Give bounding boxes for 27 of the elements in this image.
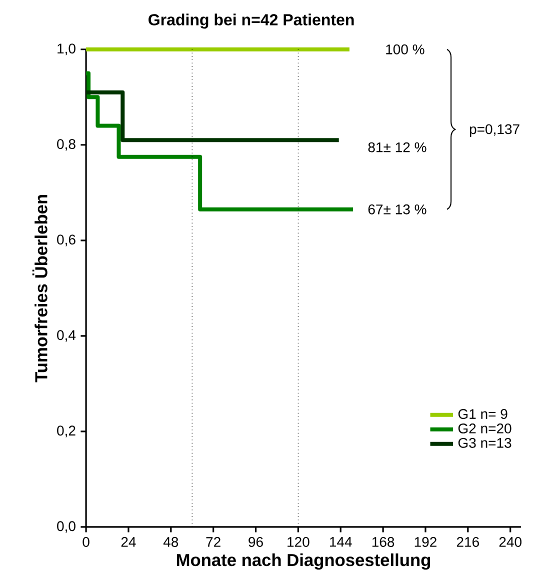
x-tick-label: 120 [288, 537, 310, 547]
x-tick-label: 192 [414, 537, 436, 547]
legend-label: G3 n=13 [458, 438, 512, 448]
legend-label: G2 n=20 [458, 424, 512, 434]
legend-label: G1 n= 9 [458, 409, 508, 419]
x-tick-label: 216 [456, 537, 479, 547]
x-tick-label: 0 [82, 537, 90, 547]
y-tick-label: 0,8 [57, 139, 76, 151]
x-axis-title: Monate nach Diagnosestellung [176, 553, 430, 570]
x-tick-label: 48 [163, 537, 178, 547]
x-tick-label: 240 [499, 537, 522, 547]
annotation: 100 % [386, 44, 424, 54]
y-tick-label: 0,2 [57, 426, 76, 438]
chart-title: Grading bei n=42 Patienten [148, 14, 354, 29]
x-tick-label: 72 [206, 537, 220, 547]
annotation: 81± 12 % [368, 142, 426, 152]
x-tick-label: 96 [248, 537, 263, 547]
y-tick-label: 0,4 [57, 330, 76, 342]
x-tick-label: 168 [372, 537, 394, 547]
x-tick-label: 24 [121, 537, 136, 547]
annotation: p=0,137 [470, 124, 520, 137]
y-tick-label: 1,0 [58, 44, 76, 56]
y-axis-title: Tumorfreies Überleben [32, 194, 48, 382]
x-tick-label: 144 [330, 537, 352, 547]
y-tick-label: 0,0 [57, 521, 76, 533]
y-tick-label: 0,6 [57, 234, 76, 246]
annotation: 67± 13 % [368, 204, 426, 214]
